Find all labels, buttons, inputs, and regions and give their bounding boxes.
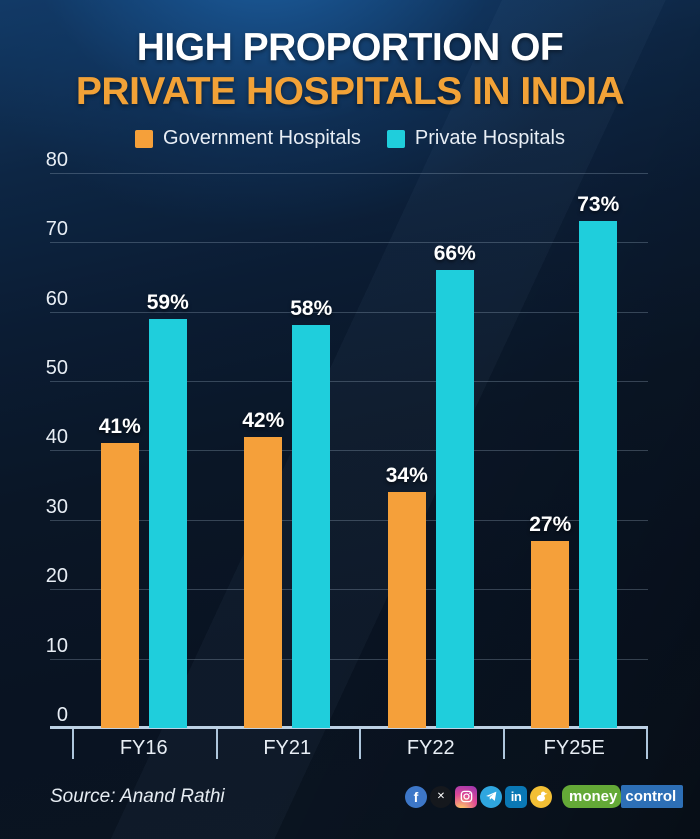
- social-icons-row: f ✕ in money control: [405, 785, 684, 808]
- source-text: Source: Anand Rathi: [50, 786, 225, 807]
- bar-private-fy21: [292, 325, 331, 728]
- bar-government-fy21: [244, 437, 283, 728]
- linkedin-icon: in: [505, 785, 527, 808]
- legend-item-government: Government Hospitals: [135, 127, 361, 150]
- title-line-2: PRIVATE HOSPITALS IN INDIA: [75, 69, 625, 113]
- instagram-icon: [455, 785, 477, 808]
- x-axis-label-fy21: FY21: [263, 737, 312, 759]
- y-axis-label-70: 70: [45, 218, 68, 241]
- x-axis-line: [50, 726, 648, 729]
- legend-label: Government Hospitals: [163, 127, 361, 149]
- gridline-20: [50, 589, 648, 591]
- y-axis-label-0: 0: [56, 704, 68, 726]
- telegram-icon: [480, 785, 502, 808]
- gridline-80: [50, 172, 648, 174]
- legend-item-private: Private Hospitals: [386, 127, 565, 150]
- x-icon: ✕: [430, 785, 452, 808]
- gridline-50: [50, 381, 648, 382]
- moneycontrol-logo: money control: [562, 785, 684, 808]
- x-axis-tick: [215, 729, 218, 759]
- legend-label: Private Hospitals: [414, 127, 565, 149]
- government-swatch-icon: [135, 129, 154, 148]
- x-axis-label-fy16: FY16: [119, 737, 168, 759]
- x-axis-tick: [646, 729, 648, 759]
- x-axis-label-fy25e: FY25E: [543, 737, 605, 759]
- y-axis-label-10: 10: [45, 634, 68, 657]
- facebook-icon: f: [405, 785, 427, 808]
- y-axis-label-30: 30: [45, 495, 68, 518]
- y-axis-label-80: 80: [45, 148, 68, 171]
- x-axis-tick: [359, 729, 361, 759]
- gridline-30: [50, 519, 648, 521]
- bar-value-private-fy16: 59%: [146, 291, 189, 314]
- bar-value-government-fy25e: 27%: [529, 513, 572, 536]
- y-axis-label-40: 40: [45, 426, 68, 449]
- bar-private-fy16: [148, 319, 187, 728]
- bar-value-government-fy22: 34%: [385, 464, 428, 487]
- bar-government-fy25e: [531, 541, 570, 728]
- moneycontrol-logo-money: money: [562, 785, 622, 808]
- gridline-60: [50, 311, 648, 313]
- y-axis-label-50: 50: [45, 357, 68, 379]
- bar-value-government-fy21: 42%: [242, 409, 285, 432]
- gridline-10: [50, 658, 648, 660]
- bar-government-fy16: [100, 443, 139, 728]
- koo-icon: [530, 785, 552, 808]
- bar-government-fy22: [387, 492, 426, 728]
- y-axis-label-60: 60: [45, 287, 68, 310]
- y-axis-label-20: 20: [45, 565, 68, 588]
- moneycontrol-logo-control: control: [621, 785, 684, 808]
- gridline-40: [50, 450, 648, 452]
- bar-value-government-fy16: 41%: [98, 415, 141, 438]
- bar-value-private-fy22: 66%: [433, 242, 476, 265]
- title-line-1: HIGH PROPORTION OF: [136, 26, 564, 69]
- page-title: HIGH PROPORTION OF PRIVATE HOSPITALS IN …: [0, 26, 700, 114]
- bar-private-fy22: [435, 270, 474, 728]
- private-swatch-icon: [386, 129, 405, 148]
- x-axis-tick: [502, 729, 505, 759]
- gridline-70: [50, 242, 648, 244]
- bar-value-private-fy25e: 73%: [577, 193, 620, 216]
- chart-legend: Government Hospitals Private Hospitals: [0, 127, 700, 150]
- x-axis-label-fy22: FY22: [406, 737, 455, 759]
- bar-value-private-fy21: 58%: [290, 297, 333, 320]
- bar-private-fy25e: [579, 221, 618, 728]
- x-axis-tick: [72, 729, 74, 759]
